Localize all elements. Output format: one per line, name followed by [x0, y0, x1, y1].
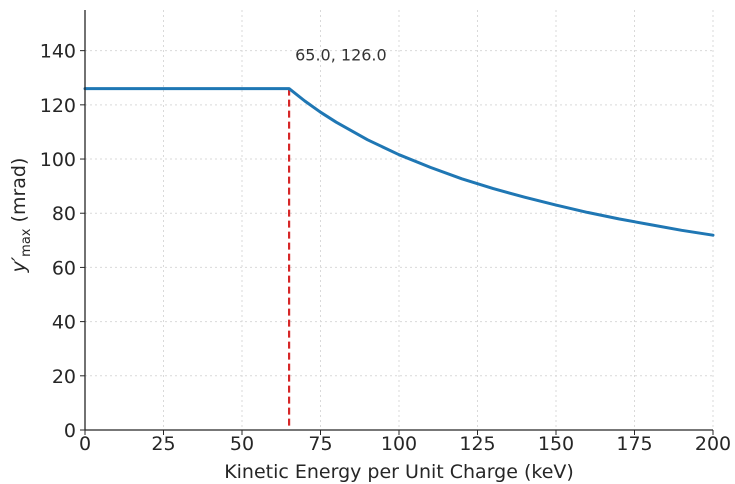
- y-tick-label: 40: [52, 312, 76, 334]
- grid: [85, 10, 714, 430]
- x-tick-label: 150: [538, 433, 574, 455]
- axes: [80, 10, 714, 435]
- y-axis-label: y′max (mrad): [8, 158, 34, 274]
- tick-labels: 0 25 50 75 100 125 150 175 200 0 20 40 60 80 100 120 140: [40, 41, 731, 455]
- y-tick-label: 0: [64, 420, 76, 442]
- x-tick-label: 100: [381, 433, 417, 455]
- annotation-label: 65.0, 126.0: [295, 46, 387, 65]
- y-tick-label: 80: [52, 203, 76, 225]
- y-axis-label-sub: max: [19, 228, 34, 257]
- y-tick-label: 60: [52, 257, 76, 279]
- y-tick-label: 140: [40, 41, 76, 63]
- x-axis-label: Kinetic Energy per Unit Charge (keV): [224, 461, 574, 483]
- x-tick-label: 50: [230, 433, 254, 455]
- y-tick-label: 20: [52, 366, 76, 388]
- series-line: [83, 87, 715, 237]
- x-tick-label: 200: [695, 433, 731, 455]
- series-layer: [83, 87, 715, 237]
- x-tick-label: 175: [616, 433, 652, 455]
- x-tick-label: 75: [308, 433, 332, 455]
- y-tick-label: 120: [40, 95, 76, 117]
- y-tick-label: 100: [40, 149, 76, 171]
- y-axis-label-unit: (mrad): [8, 158, 30, 229]
- x-tick-label: 125: [459, 433, 495, 455]
- y-axis-label-main: y′: [8, 256, 30, 273]
- x-tick-label: 25: [151, 433, 175, 455]
- x-tick-label: 0: [79, 433, 91, 455]
